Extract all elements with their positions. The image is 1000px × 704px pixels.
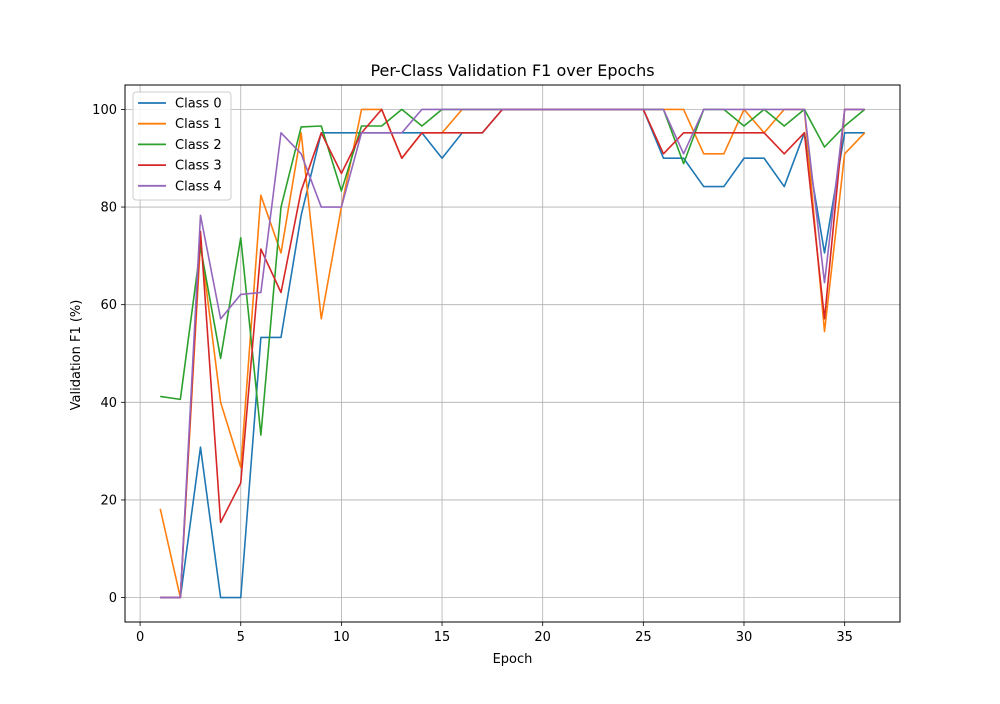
legend: Class 0 Class 1 Class 2 Class 3 Class 4: [132, 91, 232, 201]
x-tick-label: 15: [434, 630, 451, 645]
y-tick-label: 20: [100, 493, 117, 508]
series-line-class-0: [160, 108, 865, 599]
grid: [125, 85, 900, 622]
legend-label: Class 0: [175, 97, 222, 112]
legend-label: Class 1: [175, 117, 222, 132]
y-tick-label: 60: [100, 298, 117, 313]
y-tick-label: 100: [92, 103, 117, 118]
x-tick-label: 0: [136, 630, 144, 645]
y-tick-label: 0: [109, 591, 117, 606]
x-tick-label: 5: [237, 630, 245, 645]
legend-box: [132, 91, 232, 201]
x-tick-label: 35: [836, 630, 853, 645]
legend-label: Class 3: [175, 159, 222, 174]
legend-label: Class 2: [175, 138, 222, 153]
x-tick-label: 30: [736, 630, 753, 645]
series-line-class-3: [160, 108, 865, 599]
x-tick-label: 25: [635, 630, 652, 645]
y-tick-label: 80: [100, 201, 117, 216]
series-line-class-1: [159, 108, 866, 599]
x-axis-label: Epoch: [493, 652, 533, 667]
plot-area-frame: [124, 84, 901, 623]
y-axis-label: Validation F1 (%): [69, 300, 84, 411]
series-lines: [159, 108, 866, 599]
legend-label: Class 4: [175, 179, 222, 194]
y-tick-label: 40: [100, 396, 117, 411]
axis-ticks: 0 5 10 15 20 25 30 35 0 20 40 60 80 100: [92, 103, 853, 645]
x-tick-label: 20: [534, 630, 551, 645]
chart-title: Per-Class Validation F1 over Epochs: [370, 61, 654, 80]
series-line-class-4: [160, 108, 865, 599]
x-tick-label: 10: [333, 630, 350, 645]
